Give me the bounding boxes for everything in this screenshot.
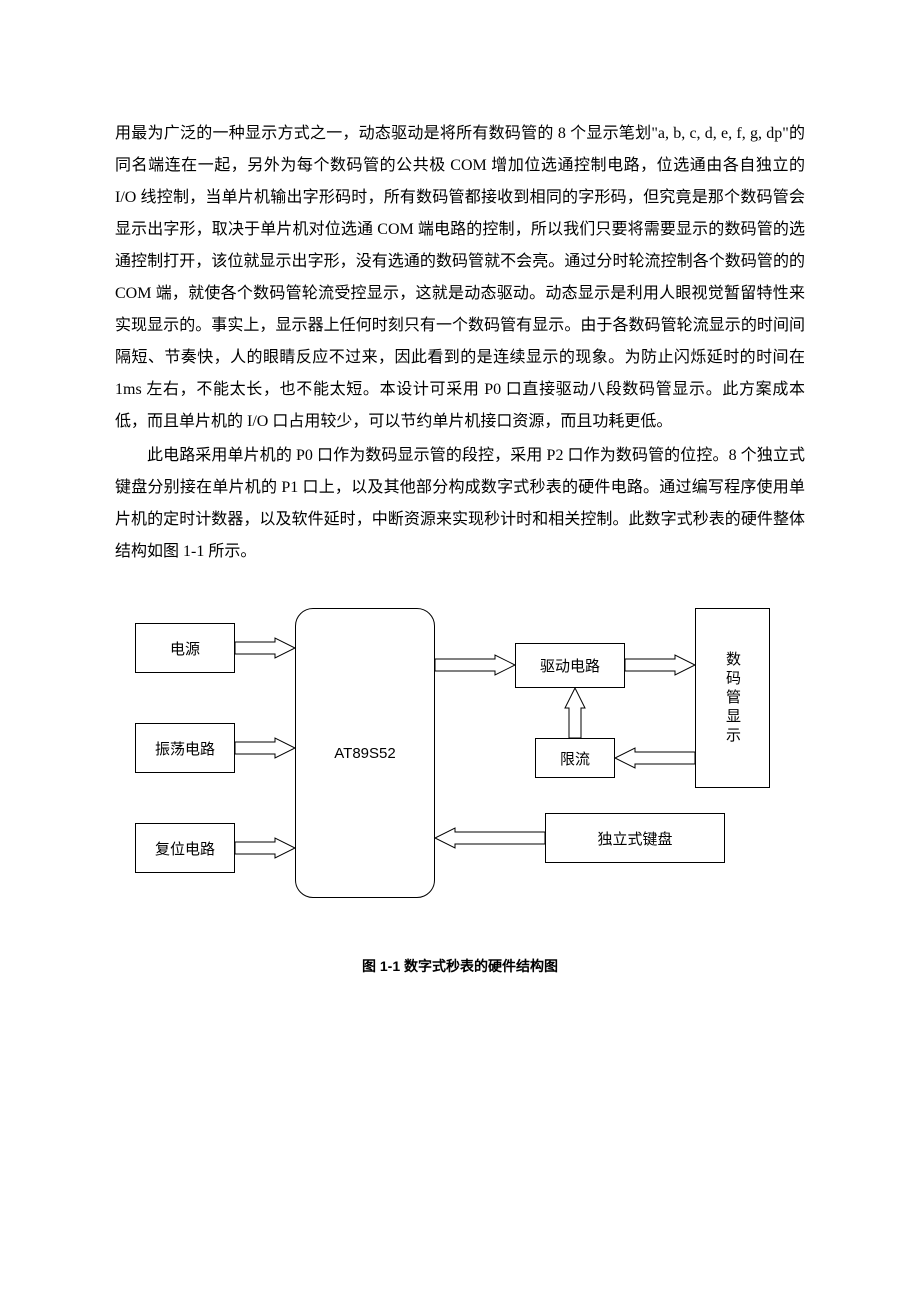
node-oscillator: 振荡电路 [135, 723, 235, 773]
node-reset-label: 复位电路 [155, 838, 215, 859]
arrow-limiter-driver [565, 688, 585, 738]
node-mcu-label: AT89S52 [334, 745, 395, 762]
arrow-power-mcu [235, 638, 295, 658]
paragraph-2: 此电路采用单片机的 P0 口作为数码显示管的段控，采用 P2 口作为数码管的位控… [115, 440, 805, 568]
arrow-driver-display [625, 655, 695, 675]
node-display: 数码管显示 [695, 608, 770, 788]
node-mcu: AT89S52 [295, 608, 435, 898]
arrow-oscillator-mcu [235, 738, 295, 758]
node-reset: 复位电路 [135, 823, 235, 873]
node-driver: 驱动电路 [515, 643, 625, 688]
diagram-caption: 图 1-1 数字式秒表的硬件结构图 [115, 956, 805, 976]
arrow-mcu-driver [435, 655, 515, 675]
node-power: 电源 [135, 623, 235, 673]
node-limiter: 限流 [535, 738, 615, 778]
hardware-diagram: 电源 振荡电路 复位电路 AT89S52 驱动电路 限流 数码管显示 独立式键盘 [115, 608, 805, 928]
arrow-reset-mcu [235, 838, 295, 858]
node-keyboard: 独立式键盘 [545, 813, 725, 863]
arrow-keyboard-mcu [435, 828, 545, 848]
node-power-label: 电源 [170, 638, 200, 659]
paragraph-1: 用最为广泛的一种显示方式之一，动态驱动是将所有数码管的 8 个显示笔划"a, b… [115, 118, 805, 438]
node-limiter-label: 限流 [560, 748, 590, 769]
arrow-display-limiter [615, 748, 695, 768]
node-oscillator-label: 振荡电路 [155, 738, 215, 759]
node-display-label: 数码管显示 [722, 651, 743, 746]
node-driver-label: 驱动电路 [540, 655, 600, 676]
node-keyboard-label: 独立式键盘 [597, 828, 672, 849]
